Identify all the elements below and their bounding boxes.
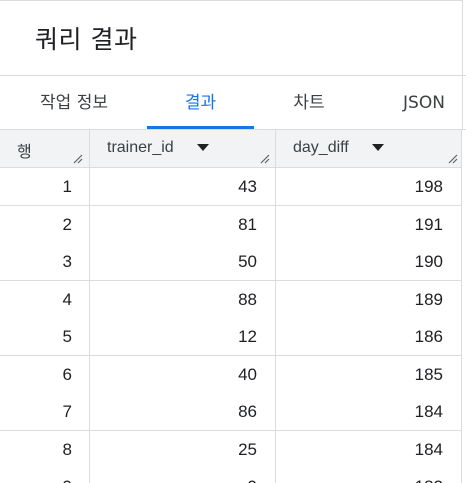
table-row[interactable]: 7 86 184 [0, 393, 462, 431]
tab-results[interactable]: 결과 [184, 93, 217, 113]
table-row[interactable]: 9 9 182 [0, 468, 462, 483]
row-number: 6 [62, 365, 72, 384]
sort-dropdown-icon[interactable] [197, 144, 209, 151]
tab-json[interactable]: JSON [403, 93, 445, 113]
table-row[interactable]: 1 43 198 [0, 168, 462, 206]
row-number: 8 [62, 440, 72, 459]
row-number: 4 [62, 290, 72, 309]
cell-trainer-id[interactable]: 12 [238, 327, 257, 346]
sort-dropdown-icon[interactable] [372, 144, 384, 151]
table-row[interactable]: 6 40 185 [0, 356, 462, 394]
row-number: 2 [62, 215, 72, 234]
results-tabs: 작업 정보 결과 차트 JSON [0, 76, 466, 130]
cell-trainer-id[interactable]: 86 [238, 402, 257, 421]
title-divider [0, 75, 466, 76]
cell-trainer-id[interactable]: 25 [238, 440, 257, 459]
tabs-divider [0, 129, 466, 130]
column-resize-icon[interactable] [448, 154, 458, 164]
table-row[interactable]: 3 50 190 [0, 243, 462, 281]
column-header-day-diff[interactable]: day_diff [276, 130, 462, 167]
row-number: 1 [62, 177, 72, 196]
cell-trainer-id[interactable]: 9 [90, 468, 257, 483]
column-header-trainer-id[interactable]: trainer_id [90, 130, 275, 167]
row-number: 9 [0, 468, 72, 483]
cell-day-diff[interactable]: 184 [414, 402, 443, 421]
cell-trainer-id[interactable]: 50 [238, 252, 257, 271]
table-row[interactable]: 4 88 189 [0, 281, 462, 319]
active-tab-indicator [147, 126, 254, 129]
cell-day-diff[interactable]: 184 [414, 440, 443, 459]
column-divider [275, 130, 276, 483]
panel-title: 쿼리 결과 [35, 25, 138, 54]
cell-trainer-id[interactable]: 81 [238, 215, 257, 234]
cell-trainer-id[interactable]: 43 [238, 177, 257, 196]
cell-day-diff[interactable]: 186 [414, 327, 443, 346]
cell-day-diff[interactable]: 185 [414, 365, 443, 384]
cell-day-diff[interactable]: 190 [414, 252, 443, 271]
column-header-label: trainer_id [107, 139, 174, 156]
cell-day-diff[interactable]: 191 [414, 215, 443, 234]
column-header-label: day_diff [293, 139, 349, 156]
column-divider [461, 130, 462, 483]
cell-day-diff[interactable]: 198 [414, 177, 443, 196]
column-divider [89, 130, 90, 483]
top-border [0, 0, 462, 1]
row-number-header-label: 행 [17, 144, 32, 161]
table-row[interactable]: 5 12 186 [0, 318, 462, 356]
column-resize-icon[interactable] [260, 154, 270, 164]
row-number: 3 [62, 252, 72, 271]
cell-day-diff[interactable]: 189 [414, 290, 443, 309]
right-border [462, 0, 463, 130]
cell-trainer-id[interactable]: 40 [238, 365, 257, 384]
row-number: 7 [62, 402, 72, 421]
row-number: 5 [62, 327, 72, 346]
tab-chart[interactable]: 차트 [293, 93, 325, 113]
table-row[interactable]: 8 25 184 [0, 431, 462, 469]
column-resize-icon[interactable] [73, 154, 83, 164]
cell-trainer-id[interactable]: 88 [238, 290, 257, 309]
row-number-header: 행 [0, 130, 89, 167]
tab-job-info[interactable]: 작업 정보 [40, 93, 108, 113]
table-row[interactable]: 2 81 191 [0, 206, 462, 244]
cell-day-diff[interactable]: 182 [276, 468, 443, 483]
results-table: 행 trainer_id day_diff [0, 130, 462, 483]
table-header: 행 trainer_id day_diff [0, 130, 462, 168]
